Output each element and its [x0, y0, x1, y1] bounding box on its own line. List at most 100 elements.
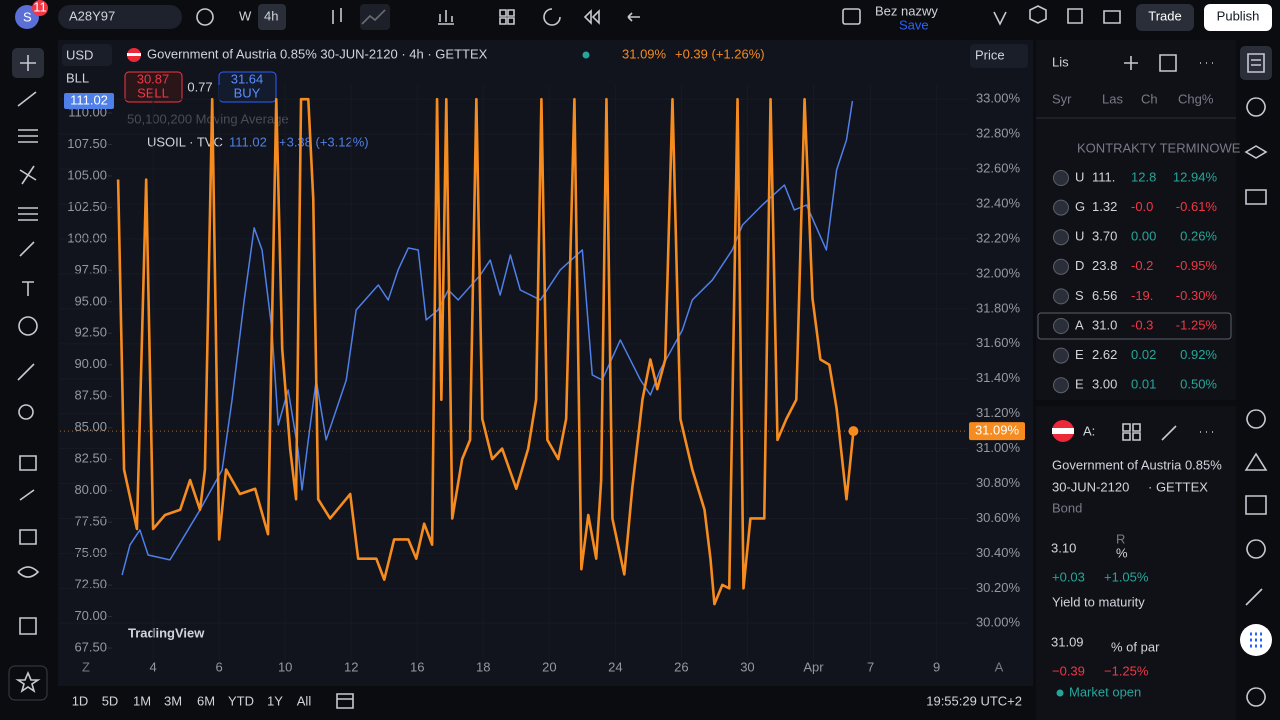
y-tick-label: 72.50 — [74, 577, 107, 592]
range-button[interactable]: 6M — [197, 693, 215, 708]
row-symbol[interactable]: G — [1075, 199, 1085, 214]
range-button[interactable]: 1Y — [267, 693, 283, 708]
watchlist-icons[interactable] — [1124, 54, 1213, 72]
row-change-pct: 0.50% — [1180, 377, 1217, 392]
details-price-change-pct: −1.25% — [1104, 663, 1149, 678]
x-tick-label: Apr — [803, 659, 824, 674]
details-exchange: · GETTEX — [1148, 479, 1208, 494]
row-icon — [1053, 288, 1069, 305]
y2-tick-label: 31.60% — [976, 335, 1021, 350]
range-button[interactable]: All — [297, 693, 312, 708]
tool-icons[interactable] — [17, 55, 40, 635]
y2-tick-label: 31.80% — [976, 300, 1021, 315]
row-change: 0.02 — [1131, 347, 1156, 362]
row-symbol[interactable]: D — [1075, 258, 1084, 273]
y2-tick-label: 30.20% — [976, 580, 1021, 595]
details-symbol: A: — [1083, 423, 1095, 438]
row-last: 1.32 — [1092, 199, 1117, 214]
interval[interactable]: 4h — [264, 8, 278, 23]
row-symbol[interactable]: E — [1075, 347, 1084, 362]
row-last: 6.56 — [1092, 288, 1117, 303]
selected-row — [1037, 312, 1232, 340]
publish-button[interactable] — [1204, 4, 1272, 31]
scale-mode-select[interactable] — [970, 44, 1028, 68]
y-tick-label: 70.00 — [74, 608, 107, 623]
row-change-pct: -0.95% — [1176, 258, 1218, 273]
badge — [32, 0, 48, 16]
row-change-pct: -0.61% — [1176, 199, 1218, 214]
y-tick-label: 82.50 — [74, 451, 107, 466]
x-tick-label: 9 — [933, 659, 940, 674]
market-dot — [1056, 689, 1064, 697]
add-symbol-icon[interactable] — [196, 8, 214, 26]
y2-tick-label: 30.80% — [976, 475, 1021, 490]
left-price-badge — [64, 93, 114, 110]
watchlist-title[interactable]: Lis — [1052, 54, 1069, 69]
y2-tick-label: 30.40% — [976, 545, 1021, 560]
watchlist-table: Syr Las Ch Chg% U 111. 12.8 12.94% G 1.32 -0.0 -0.6… — [1036, 91, 1236, 394]
row-icon — [1053, 199, 1069, 216]
details-yield-flag: R — [1116, 531, 1125, 546]
compare-symbol: USOIL · TVC — [147, 134, 223, 149]
publish-label: Publish — [1217, 8, 1260, 23]
row-symbol[interactable]: U — [1075, 229, 1084, 244]
range-button[interactable]: 1M — [133, 693, 151, 708]
x-tick-label: 24 — [608, 659, 622, 674]
clock: 19:55:29 UTC+2 — [926, 693, 1022, 708]
column-header: Syr — [1052, 91, 1072, 106]
column-header: Las — [1102, 91, 1123, 106]
row-change: 12.8 — [1131, 169, 1156, 184]
row-icon — [1053, 377, 1069, 394]
unit: BLL — [66, 70, 89, 85]
range-button[interactable]: 3M — [164, 693, 182, 708]
y-tick-label: 67.50 — [74, 639, 107, 654]
x-tick-label: 12 — [344, 659, 358, 674]
y-tick-label: 80.00 — [74, 482, 107, 497]
symbol-search[interactable] — [58, 5, 182, 29]
y2-tick-label: 31.40% — [976, 370, 1021, 385]
apps-icon — [1250, 632, 1262, 648]
row-symbol[interactable]: U — [1075, 169, 1084, 184]
right-icons[interactable] — [1244, 53, 1268, 707]
range-button[interactable]: 1D — [72, 693, 89, 708]
interval-w[interactable]: W — [239, 8, 252, 23]
layout-icon[interactable] — [842, 8, 861, 25]
currency-select[interactable] — [62, 44, 112, 66]
watchlist-section: KONTRAKTY TERMINOWE — [1077, 140, 1241, 155]
interval-active — [258, 4, 286, 30]
header-icons[interactable] — [993, 5, 1121, 26]
details-panel — [1036, 406, 1236, 720]
toolbar-icons[interactable] — [438, 8, 640, 26]
range-button[interactable]: 5D — [102, 693, 119, 708]
row-change: -0.0 — [1131, 199, 1153, 214]
details-status: Market open — [1069, 684, 1141, 699]
favorites-button[interactable] — [8, 665, 48, 701]
details-yield-unit: % — [1116, 545, 1128, 560]
x-tick-label: 30 — [740, 659, 754, 674]
date-range-icon[interactable] — [336, 693, 354, 709]
y2-tick-label: 33.00% — [976, 91, 1021, 106]
layout-name[interactable]: Bez nazwy — [875, 3, 938, 18]
right-tool-active — [1240, 46, 1272, 80]
y-tick-label: 92.50 — [74, 325, 107, 340]
details-flag-stripe — [1052, 428, 1074, 434]
main-series-title: Government of Austria 0.85% 30-JUN-2120 … — [147, 46, 488, 61]
row-change-pct: 12.94% — [1173, 169, 1218, 184]
range-button[interactable]: YTD — [228, 693, 254, 708]
details-yield-change: +0.03 — [1052, 569, 1085, 584]
row-symbol[interactable]: S — [1075, 288, 1084, 303]
watchlist-panel — [1036, 40, 1236, 400]
indicator: 50,100,200 Moving Average — [127, 111, 289, 126]
x-tick-label: 6 — [216, 659, 223, 674]
row-symbol[interactable]: E — [1075, 377, 1084, 392]
favorites-icon — [15, 670, 41, 693]
details-icons[interactable] — [1122, 423, 1213, 441]
right-price-badge-label: 31.09% — [975, 423, 1020, 438]
row-change-pct: 0.92% — [1180, 347, 1217, 362]
avatar-letter: S — [23, 9, 32, 24]
badge-count: 11 — [33, 0, 47, 14]
row-symbol[interactable]: A — [1075, 317, 1084, 332]
trade-button[interactable] — [1136, 4, 1194, 31]
y2-tick-label: 32.80% — [976, 126, 1021, 141]
y-tick-label: 87.50 — [74, 388, 107, 403]
